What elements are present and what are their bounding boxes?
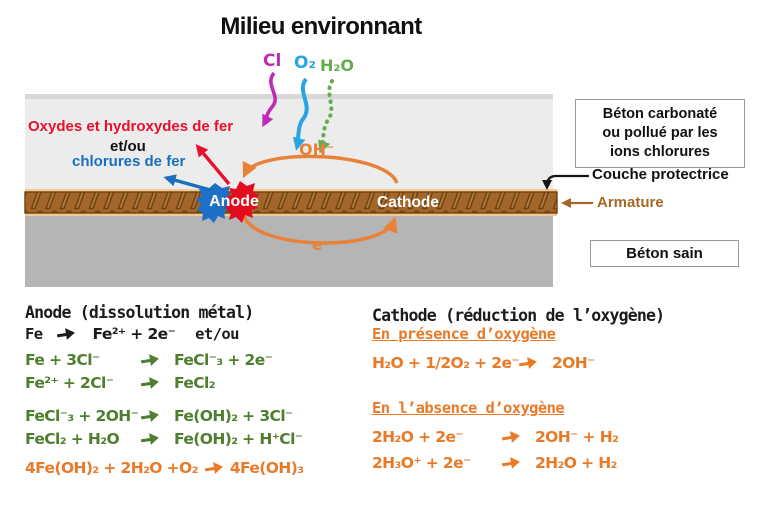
equation-rhs: FeCl₂ (174, 373, 216, 392)
protective-layer-pointer (541, 174, 589, 191)
reaction-arrow-icon (140, 408, 160, 423)
carbonated-box-line1: Béton carbonaté (602, 106, 718, 122)
reaction-arrow-icon (501, 455, 521, 470)
equation-row: 2H₃O⁺ + 2e⁻ 2H₂O + H₂ (372, 451, 664, 474)
with-oxygen-subheader: En présence d’oxygène (372, 325, 556, 343)
equation-lhs: FeCl₂ + H₂O (25, 429, 120, 448)
equation-row: Fe Fe²⁺ + 2e⁻ et/ou (25, 322, 303, 345)
protective-layer-coating (25, 189, 557, 216)
sound-concrete-band (25, 216, 553, 287)
equation-row: H₂O + 1/2O₂ + 2e⁻ 2OH⁻ (372, 351, 664, 374)
equation-lhs: H₂O + 1/2O₂ + 2e⁻ (372, 353, 520, 372)
equation-rhs: 2H₂O + H₂ (535, 453, 617, 472)
reaction-arrow-icon (140, 431, 160, 446)
equation-lhs: Fe²⁺ + 2Cl⁻ (25, 373, 114, 392)
equation-lhs: 4Fe(OH)₂ + 2H₂O +O₂ (25, 458, 198, 477)
equation-lhs: 2H₂O + 2e⁻ (372, 427, 464, 446)
chloride-label: Cl (263, 51, 282, 71)
equation-row: Fe + 3Cl⁻ FeCl⁻₃ + 2e⁻ (25, 348, 303, 371)
cathode-equations: Cathode (réduction de l’oxygène) En prés… (372, 306, 665, 474)
equation-row: Fe²⁺ + 2Cl⁻ FeCl₂ (25, 371, 303, 394)
equation-rhs: Fe(OH)₂ + H⁺Cl⁻ (174, 429, 303, 448)
water-label: H₂O (320, 56, 354, 75)
carbonated-box-line2: ou pollué par les (602, 124, 718, 141)
equation-note: et/ou (195, 324, 239, 343)
reaction-arrow-icon (57, 326, 77, 341)
equation-rhs: 2OH⁻ (551, 353, 595, 372)
cathode-equations-header: Cathode (réduction de l’oxygène) (372, 306, 665, 325)
equation-lhs: FeCl⁻₃ + 2OH⁻ (25, 406, 139, 425)
without-oxygen-subheader: En l’absence d’oxygène (372, 399, 565, 417)
reaction-arrow-icon (204, 460, 224, 475)
cathode-zone-label: Cathode (377, 194, 439, 211)
electron-flux-label: e⁻ (312, 236, 331, 254)
equation-row: 4Fe(OH)₂ + 2H₂O +O₂ 4Fe(OH)₃ (25, 456, 304, 479)
equation-rhs: 2OH⁻ + H₂ (535, 427, 619, 446)
page-title: Milieu environnant (220, 13, 422, 40)
sound-box-label: Béton sain (626, 245, 703, 262)
equation-row: FeCl₂ + H₂O Fe(OH)₂ + H⁺Cl⁻ (25, 427, 303, 450)
oxygen-label: O₂ (294, 53, 316, 73)
equation-row: FeCl⁻₃ + 2OH⁻ Fe(OH)₂ + 3Cl⁻ (25, 404, 303, 427)
sound-concrete-box: Béton sain (590, 240, 739, 267)
equation-lhs: 2H₃O⁺ + 2e⁻ (372, 453, 471, 472)
protective-layer-label: Couche protectrice (592, 166, 729, 183)
rebar-bar (24, 191, 558, 214)
reaction-arrow-icon (140, 375, 160, 390)
carbonated-box-line3: ions chlorures (610, 143, 710, 160)
iron-oxides-label: Oxydes et hydroxydes de fer (28, 118, 234, 135)
equation-rhs: FeCl⁻₃ + 2e⁻ (174, 350, 273, 369)
hydroxide-flux-label: OH⁻ (299, 140, 335, 159)
equation-rhs: Fe(OH)₂ + 3Cl⁻ (174, 406, 293, 425)
equation-rhs: 4Fe(OH)₃ (229, 458, 304, 477)
carbonated-concrete-band (25, 94, 553, 190)
equation-rhs: Fe²⁺ + 2e⁻ (92, 324, 176, 343)
and-or-label: et/ou (110, 138, 146, 155)
equation-lhs: Fe (25, 324, 43, 343)
carbonated-concrete-box: Béton carbonaté ou pollué par les ions c… (575, 99, 745, 168)
anode-equations: Anode (dissolution métal) Fe Fe²⁺ + 2e⁻ … (25, 303, 304, 479)
equation-row: 2H₂O + 2e⁻ 2OH⁻ + H₂ (372, 425, 664, 448)
equation-lhs: Fe + 3Cl⁻ (25, 350, 100, 369)
reaction-arrow-icon (518, 355, 538, 370)
anode-equations-header: Anode (dissolution métal) (25, 303, 254, 322)
anode-zone-label: Anode (209, 193, 259, 210)
reaction-arrow-icon (140, 352, 160, 367)
rebar-label: Armature (597, 194, 664, 211)
reaction-arrow-icon (501, 429, 521, 444)
iron-chlorides-label: chlorures de fer (72, 153, 186, 170)
